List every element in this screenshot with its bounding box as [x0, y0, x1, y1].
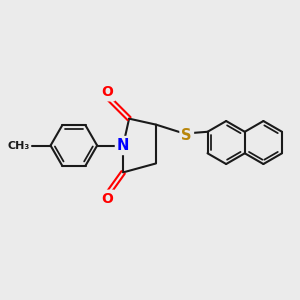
Text: O: O — [102, 192, 113, 206]
Text: O: O — [102, 85, 113, 99]
Text: CH₃: CH₃ — [8, 140, 30, 151]
Text: S: S — [182, 128, 192, 142]
Text: N: N — [117, 138, 129, 153]
